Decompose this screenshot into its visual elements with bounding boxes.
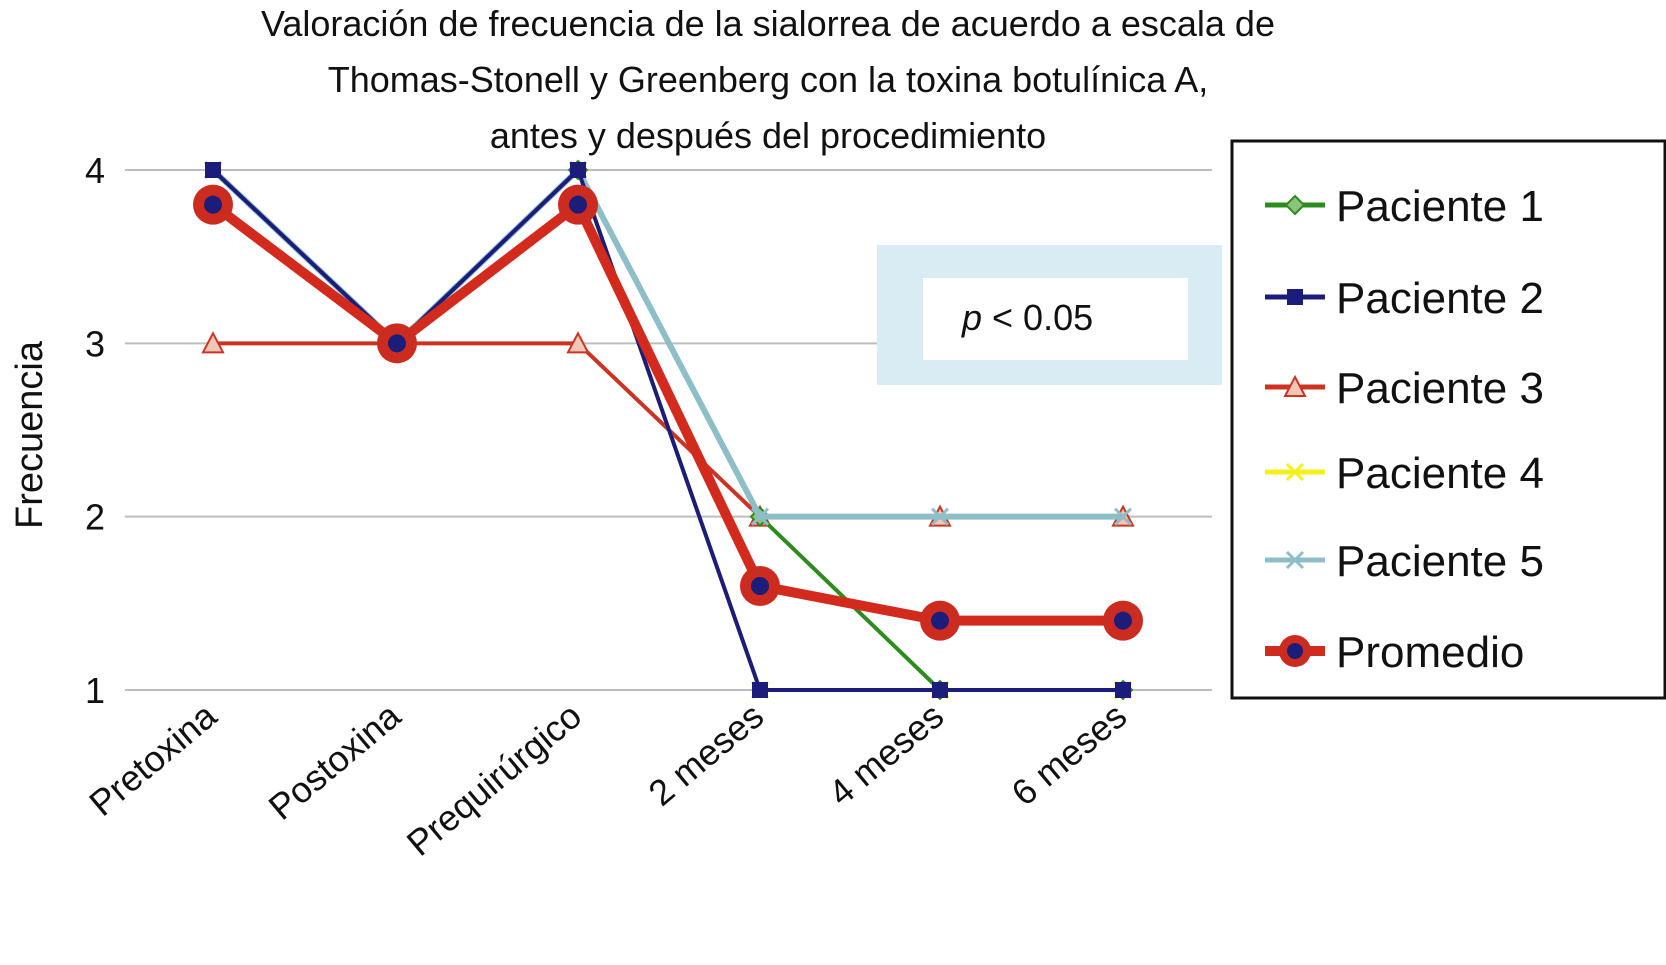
point-promedio-4-meses-core (931, 611, 949, 630)
legend-swatch-marker (1279, 635, 1311, 667)
x-tick-label-postoxina: Postoxina (261, 694, 409, 828)
legend-item-paciente-1: Paciente 1 (1265, 182, 1544, 231)
p-symbol: p (961, 297, 982, 338)
legend-swatch-marker (1283, 374, 1307, 397)
point-paciente-5-2-meses (750, 507, 770, 526)
legend-item-paciente-4: Paciente 4 (1265, 449, 1544, 498)
point-paciente-5-4-meses (930, 507, 950, 526)
title-line-1: Valoración de frecuencia de la sialorrea… (261, 3, 1275, 44)
point-promedio-4-meses (920, 600, 960, 641)
annotation-inner-box (923, 278, 1188, 360)
x-tick-label-2-meses: 2 meses (641, 695, 772, 814)
point-paciente-2-6-meses (1115, 682, 1131, 698)
y-axis: 1 2 3 4 (85, 150, 105, 711)
title-line-2: Thomas-Stonell y Greenberg con la toxina… (328, 59, 1209, 100)
annotation-box: p < 0.05 (877, 245, 1222, 385)
legend-label: Paciente 4 (1336, 449, 1544, 498)
p-threshold: < 0.05 (982, 297, 1093, 338)
point-paciente-2-4-meses (932, 682, 948, 698)
x-tick-label-4-meses: 4 meses (821, 695, 952, 814)
legend-label: Promedio (1336, 628, 1524, 677)
point-paciente-3-prequirurgico (566, 331, 590, 354)
point-promedio-prequirurgico (558, 184, 598, 225)
legend-label: Paciente 2 (1336, 274, 1544, 323)
p-value-annotation: p < 0.05 (961, 297, 1093, 338)
y-tick-label-1: 1 (85, 670, 105, 711)
point-promedio-6-meses (1103, 600, 1143, 641)
line-promedio (209, 199, 1123, 626)
legend-label: Paciente 3 (1336, 364, 1544, 413)
legend-item-paciente-2: Paciente 2 (1265, 274, 1544, 323)
x-tick-label-pretoxina: Pretoxina (81, 694, 225, 824)
point-promedio-prequirurgico-core (569, 195, 587, 214)
x-tick-label-prequirurgico: Prequirúrgico (399, 695, 589, 864)
point-promedio-2-meses-core (751, 577, 769, 595)
point-promedio-postoxina (377, 323, 417, 364)
point-paciente-3-pretoxina (201, 331, 225, 354)
point-paciente-2-prequirurgico (570, 162, 586, 178)
point-promedio-pretoxina-core (204, 195, 222, 214)
point-paciente-5-6-meses (1113, 507, 1133, 526)
point-paciente-2-2-meses (752, 682, 768, 698)
legend-swatch-marker (1285, 550, 1305, 570)
x-tick-label-6-meses: 6 meses (1004, 695, 1135, 814)
legend-items: Paciente 1 Paciente 2 Paciente 3 Paciente 4… (1265, 182, 1544, 677)
y-tick-label-2: 2 (85, 497, 105, 538)
point-paciente-2-pretoxina (205, 162, 221, 178)
legend-swatch-marker-core (1287, 643, 1303, 659)
legend-label: Paciente 5 (1336, 537, 1544, 586)
legend-item-paciente-5: Paciente 5 (1265, 537, 1544, 586)
point-promedio-pretoxina (193, 184, 233, 225)
legend: Paciente 1 Paciente 2 Paciente 3 Paciente 4… (1230, 139, 1666, 700)
series-promedio (193, 184, 1143, 641)
legend-item-paciente-3: Paciente 3 (1265, 364, 1544, 413)
y-tick-label-3: 3 (85, 323, 105, 364)
chart-title: Valoración de frecuencia de la sialorrea… (261, 3, 1275, 156)
y-tick-label-4: 4 (85, 150, 105, 191)
point-promedio-2-meses (740, 566, 780, 606)
legend-label: Paciente 1 (1336, 182, 1544, 231)
title-line-3: antes y después del procedimiento (490, 115, 1046, 156)
point-promedio-6-meses-core (1114, 611, 1132, 630)
legend-swatch-marker (1285, 462, 1305, 482)
legend-swatch-marker (1287, 289, 1303, 305)
legend-swatch-marker (1284, 194, 1306, 216)
legend-item-promedio: Promedio (1265, 628, 1524, 677)
series (193, 159, 1143, 701)
y-axis-label: Frecuencia (9, 340, 51, 529)
point-promedio-postoxina-core (388, 334, 406, 353)
legend-frame (1230, 139, 1666, 700)
